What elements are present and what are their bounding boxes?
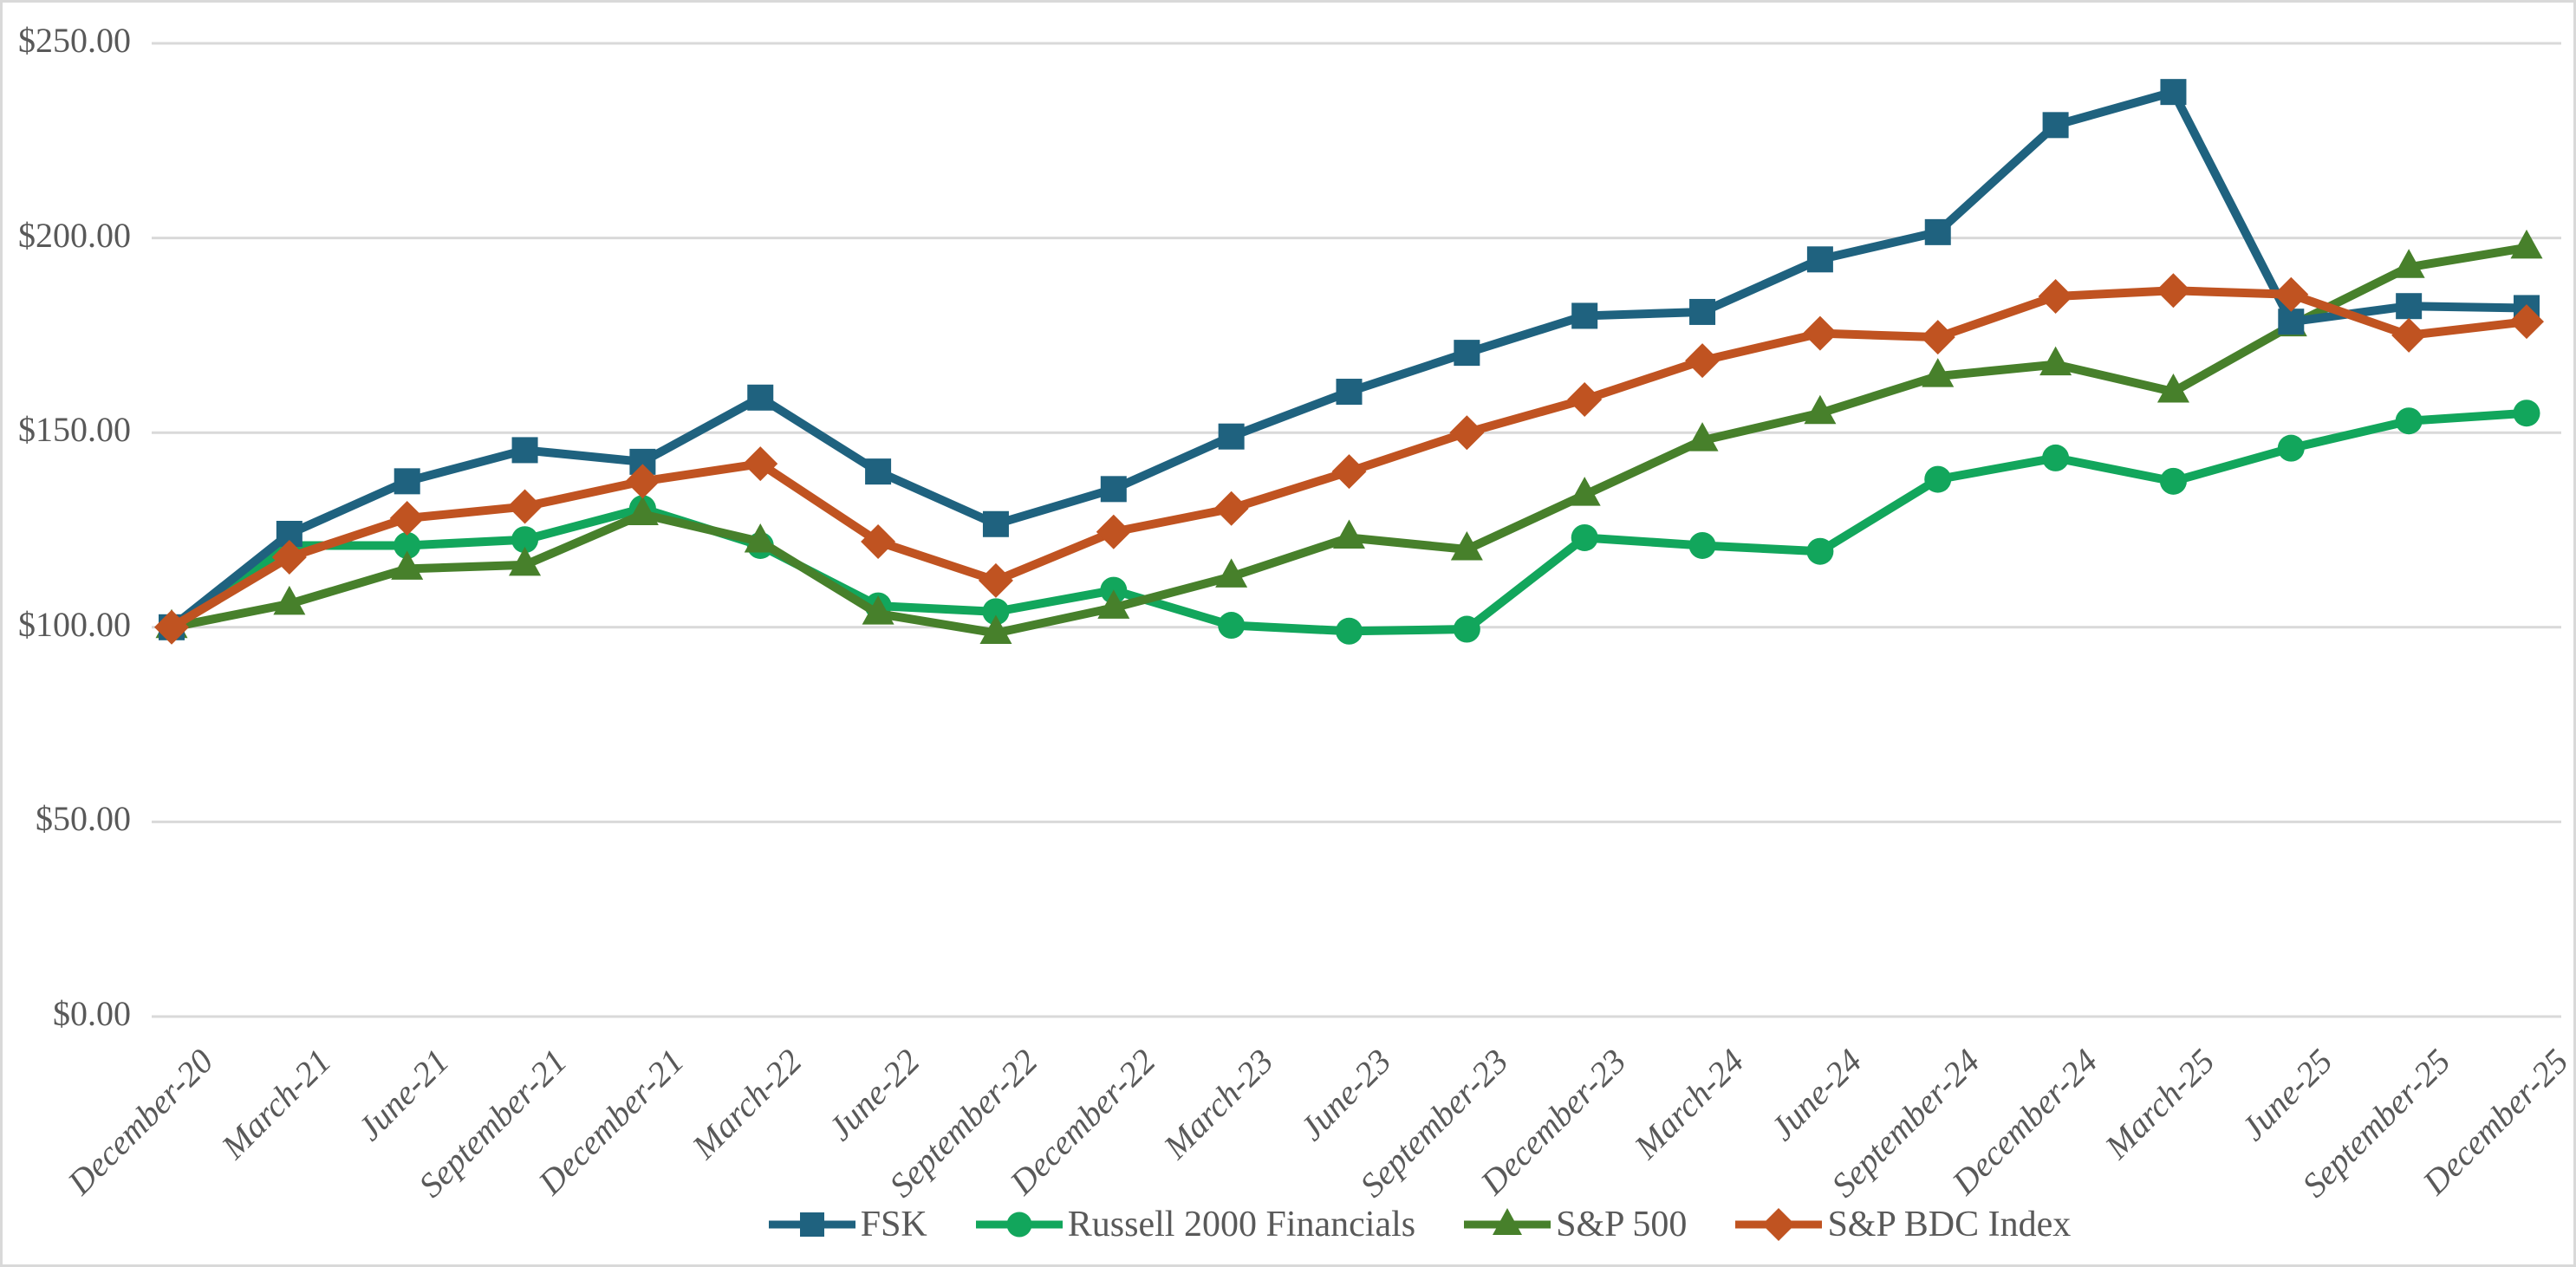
marker-russell-2000-financials bbox=[1806, 537, 1834, 565]
marker-s-p-500 bbox=[1097, 589, 1130, 619]
marker-russell-2000-financials bbox=[511, 526, 539, 554]
y-axis-tick-label: $150.00 bbox=[18, 410, 131, 450]
marker-s-p-500 bbox=[2156, 374, 2189, 403]
marker-russell-2000-financials bbox=[2042, 444, 2070, 471]
marker-fsk bbox=[1336, 379, 1363, 406]
marker-s-p-500 bbox=[273, 585, 306, 615]
marker-s-p-bdc-index bbox=[2509, 304, 2544, 340]
marker-s-p-500 bbox=[391, 550, 424, 580]
marker-s-p-bdc-index bbox=[861, 523, 896, 559]
marker-s-p-500 bbox=[1804, 394, 1837, 425]
legend-label: S&P 500 bbox=[1556, 1205, 1688, 1244]
y-axis-tick-label: $200.00 bbox=[18, 215, 131, 255]
marker-fsk bbox=[511, 437, 538, 464]
marker-russell-2000-financials bbox=[2395, 407, 2423, 435]
marker-s-p-bdc-index bbox=[2156, 273, 2191, 309]
marker-russell-2000-financials bbox=[1453, 615, 1480, 643]
marker-fsk bbox=[1571, 302, 1598, 329]
marker-russell-2000-financials bbox=[1336, 617, 1363, 645]
marker-russell-2000-financials bbox=[2277, 434, 2305, 462]
marker-fsk bbox=[2396, 293, 2423, 320]
marker-fsk bbox=[1218, 423, 1245, 450]
marker-s-p-500 bbox=[1333, 519, 1365, 549]
marker-fsk bbox=[982, 510, 1009, 537]
legend-square-marker-icon bbox=[768, 1212, 855, 1237]
marker-s-p-500 bbox=[2392, 249, 2425, 278]
marker-s-p-500 bbox=[862, 595, 894, 625]
marker-s-p-500 bbox=[1686, 422, 1719, 452]
marker-s-p-bdc-index bbox=[1920, 320, 1955, 355]
marker-s-p-500 bbox=[509, 546, 542, 576]
legend-item-s-p-500: S&P 500 bbox=[1464, 1204, 1687, 1245]
marker-s-p-bdc-index bbox=[2391, 317, 2427, 353]
legend-diamond-marker-icon bbox=[1735, 1208, 1823, 1241]
marker-s-p-500 bbox=[626, 496, 659, 526]
marker-s-p-bdc-index bbox=[1449, 415, 1485, 451]
marker-s-p-bdc-index bbox=[978, 562, 1013, 598]
marker-s-p-bdc-index bbox=[507, 489, 543, 524]
marker-fsk bbox=[1924, 218, 1951, 245]
marker-fsk bbox=[2278, 309, 2305, 335]
marker-s-p-500 bbox=[744, 523, 777, 553]
plot-area bbox=[152, 42, 2561, 1018]
marker-s-p-500 bbox=[1215, 558, 1248, 588]
marker-s-p-500 bbox=[1450, 530, 1483, 561]
marker-russell-2000-financials bbox=[1218, 612, 1246, 640]
marker-s-p-bdc-index bbox=[1685, 343, 1721, 379]
y-axis-tick-label: $250.00 bbox=[18, 21, 131, 60]
marker-s-p-bdc-index bbox=[389, 501, 425, 536]
marker-s-p-bdc-index bbox=[1567, 382, 1603, 418]
marker-russell-2000-financials bbox=[1924, 465, 1952, 493]
legend: FSK Russell 2000 Financials S&P 500 S&P BDC… bbox=[150, 1204, 2573, 1245]
marker-russell-2000-financials bbox=[1571, 523, 1598, 551]
y-axis-tick-label: $50.00 bbox=[36, 799, 131, 839]
marker-fsk bbox=[865, 458, 892, 485]
marker-s-p-bdc-index bbox=[1331, 454, 1367, 490]
marker-fsk bbox=[747, 384, 774, 411]
marker-s-p-500 bbox=[1922, 358, 1955, 387]
marker-s-p-500 bbox=[2039, 346, 2072, 376]
marker-russell-2000-financials bbox=[982, 598, 1010, 626]
marker-s-p-bdc-index bbox=[1802, 315, 1838, 351]
marker-russell-2000-financials bbox=[394, 531, 421, 559]
marker-s-p-500 bbox=[1568, 477, 1601, 506]
y-axis-tick-label: $0.00 bbox=[53, 994, 131, 1033]
marker-s-p-500 bbox=[979, 614, 1012, 645]
legend-item-fsk: FSK bbox=[768, 1204, 927, 1245]
marker-russell-2000-financials bbox=[2159, 467, 2187, 495]
legend-triangle-marker-icon bbox=[1464, 1208, 1551, 1235]
marker-s-p-bdc-index bbox=[2274, 276, 2309, 312]
marker-russell-2000-financials bbox=[2513, 400, 2540, 427]
legend-item-s-p-bdc-index: S&P BDC Index bbox=[1735, 1204, 2071, 1245]
marker-russell-2000-financials bbox=[1688, 531, 1716, 559]
legend-label: Russell 2000 Financials bbox=[1067, 1205, 1416, 1244]
legend-label: S&P BDC Index bbox=[1827, 1205, 2072, 1244]
marker-fsk bbox=[1806, 246, 1833, 273]
marker-fsk bbox=[1454, 340, 1480, 367]
y-axis-tick-label: $100.00 bbox=[18, 604, 131, 644]
marker-s-p-bdc-index bbox=[154, 609, 189, 645]
marker-fsk bbox=[2160, 79, 2187, 106]
marker-s-p-500 bbox=[2510, 229, 2543, 259]
legend-label: FSK bbox=[860, 1205, 927, 1244]
marker-s-p-bdc-index bbox=[271, 539, 307, 575]
marker-s-p-bdc-index bbox=[625, 464, 660, 499]
marker-s-p-bdc-index bbox=[1213, 491, 1249, 526]
marker-s-p-bdc-index bbox=[2038, 278, 2073, 314]
marker-fsk bbox=[2042, 112, 2069, 139]
marker-fsk bbox=[394, 468, 420, 495]
marker-fsk bbox=[1689, 298, 1716, 325]
marker-s-p-bdc-index bbox=[1096, 514, 1131, 549]
marker-s-p-bdc-index bbox=[743, 446, 778, 482]
legend-item-russell-2000-financials: Russell 2000 Financials bbox=[975, 1204, 1416, 1245]
marker-fsk bbox=[1100, 476, 1127, 503]
legend-circle-marker-icon bbox=[975, 1212, 1063, 1238]
